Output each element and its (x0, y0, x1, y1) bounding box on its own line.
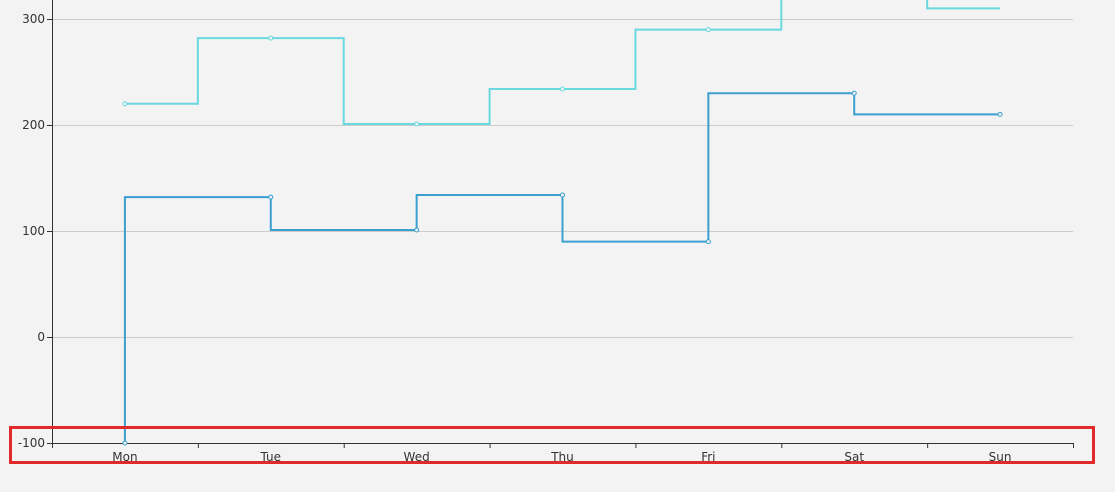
y-tick-label-0: 0 (37, 330, 45, 344)
series-line-2 (124, 0, 1001, 125)
axes (47, 0, 1074, 448)
series-1-point-thu (560, 192, 565, 198)
x-tick-label-mon: Mon (112, 450, 137, 464)
x-tick-label-fri: Fri (701, 450, 715, 464)
series-line-1 (123, 92, 1001, 443)
x-tick-label-thu: Thu (550, 450, 574, 464)
x-tick-label-sat: Sat (844, 450, 864, 464)
series-lines (123, 0, 1001, 443)
x-tick-label-tue: Tue (260, 450, 282, 464)
data-points (122, 27, 1003, 446)
series-1-point-sat (851, 90, 857, 96)
gridlines (52, 19, 1073, 338)
series-2-point-fri (705, 27, 711, 33)
series-1-point-mon (122, 440, 128, 446)
x-tick-label-sun: Sun (989, 450, 1012, 464)
x-tick-label-wed: Wed (404, 450, 430, 464)
y-tick-label--100: -100 (18, 436, 45, 450)
series-2-point-tue (268, 35, 274, 41)
tick-labels: -100 0 100 200 300 Mon Tue Wed Thu Fri Sat Sun (18, 12, 1012, 464)
y-tick-label-200: 200 (22, 118, 45, 132)
series-1-point-sun (997, 111, 1003, 117)
series-1-point-fri (705, 239, 711, 245)
y-tick-label-300: 300 (22, 12, 45, 26)
series-2-point-thu (560, 86, 565, 92)
series-1-point-wed (414, 227, 420, 233)
y-tick-label-100: 100 (22, 224, 45, 238)
series-1-point-tue (268, 194, 274, 200)
series-2-point-wed (414, 121, 420, 127)
series-2-point-mon (122, 101, 128, 107)
